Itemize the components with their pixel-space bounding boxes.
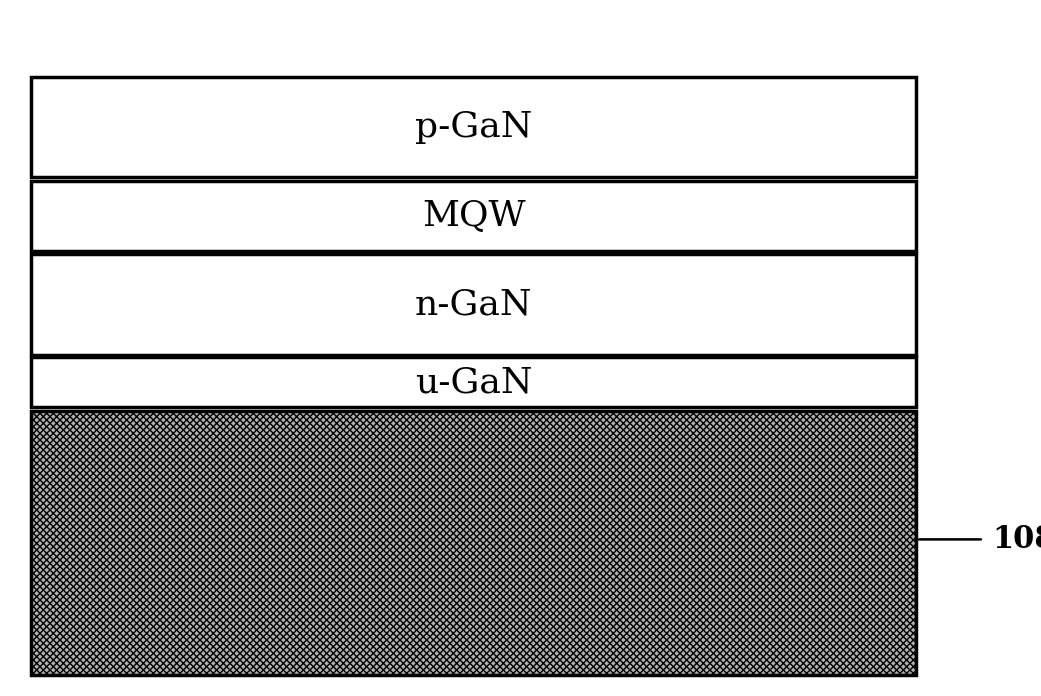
Bar [31,357,916,407]
Text: 108: 108 [992,524,1041,555]
Bar [31,254,916,355]
Text: MQW: MQW [422,199,526,232]
Text: p-GaN: p-GaN [415,110,532,144]
Bar [31,77,916,177]
Bar [31,411,916,675]
Text: n-GaN: n-GaN [415,287,532,322]
Bar [31,181,916,251]
Text: u-GaN: u-GaN [415,365,532,399]
